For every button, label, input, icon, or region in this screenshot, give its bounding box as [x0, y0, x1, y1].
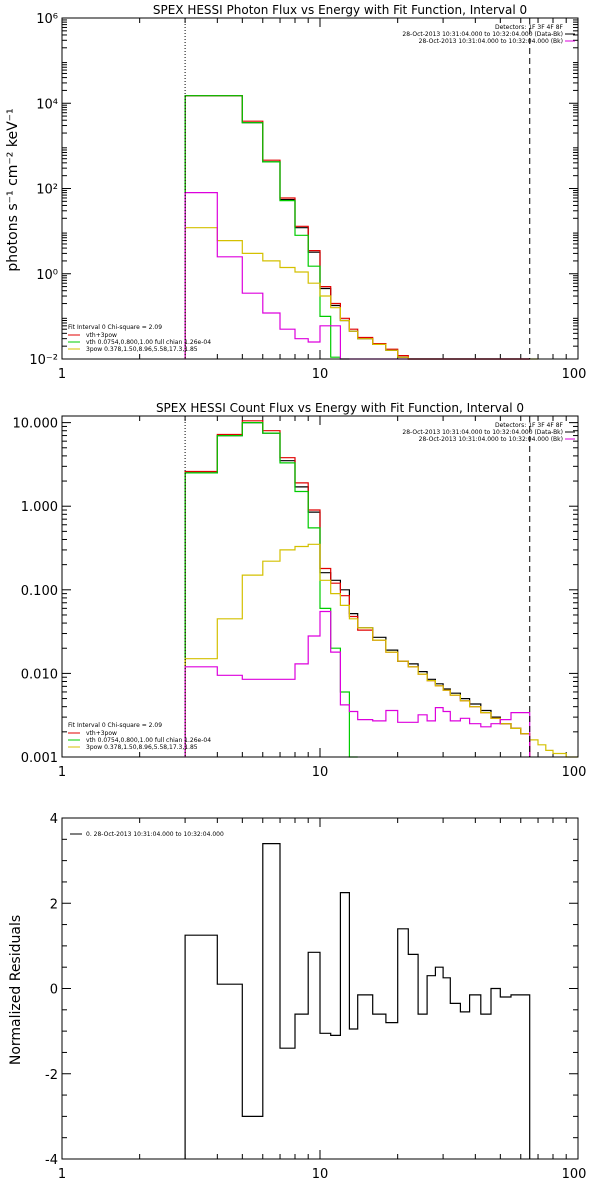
photon-flux-ytick-label: 10²	[36, 183, 58, 198]
photon-flux-xtick-label: 100	[562, 367, 587, 382]
photon-flux-legend-vth3pow: vth+3pow	[86, 332, 117, 339]
residuals-series	[184, 843, 531, 1159]
residuals-ytick-label: -2	[45, 1068, 58, 1083]
residuals-xtick-label: 100	[562, 1167, 587, 1182]
photon-flux-legend-data-bk: 28-Oct-2013 10:31:04.000 to 10:32:04.000…	[402, 31, 563, 38]
photon-flux-xtick-label: 1	[58, 367, 66, 382]
photon-flux-legend-3pow: 3pow 0.378,1.50,8.96,5.58,17.3,1.85	[86, 346, 198, 353]
photon-flux-series-vth	[184, 95, 350, 360]
photon-flux-vlines	[184, 18, 531, 359]
residuals-ytick-label: 0	[50, 983, 58, 998]
photon-flux-ytick-label: 10⁴	[36, 97, 58, 112]
count-flux-ytick-label: 1.000	[21, 500, 58, 515]
photon-flux-legend-bk: 28-Oct-2013 10:31:04.000 to 10:32:04.000…	[419, 38, 563, 45]
photon-flux-axis-ticks: 1 10 100 10⁻² 10⁰ 10² 10⁴ 10⁶	[29, 12, 586, 382]
photon-flux-title: SPEX HESSI Photon Flux vs Energy with Fi…	[153, 3, 527, 17]
photon-flux-legend-vth: vth 0.0754,0.800,1.00 full chian 1.26e-0…	[86, 339, 211, 346]
photon-flux-ylabel: photons s⁻¹ cm⁻² keV⁻¹	[5, 108, 21, 271]
photon-flux-plot-frame	[61, 17, 579, 360]
residuals-xtick-label: 10	[312, 1167, 329, 1182]
count-flux-series-3pow	[184, 543, 578, 758]
count-flux-ytick-label: 10.000	[13, 417, 59, 432]
residuals-ylabel: Normalized Residuals	[8, 915, 24, 1065]
residuals-series-0-28-oct-2013-10-31-04-000-to-10-32-04-000	[184, 843, 531, 1159]
count-flux-series-vth	[184, 422, 358, 758]
count-flux-title: SPEX HESSI Count Flux vs Energy with Fit…	[156, 401, 524, 415]
count-flux-xtick-label: 100	[562, 765, 587, 780]
count-flux-legend-detectors: Detectors: 1F 3F 4F 8F	[495, 422, 564, 429]
photon-flux-panel: SPEX HESSI Photon Flux vs Energy with Fi…	[5, 3, 586, 382]
count-flux-legend-data-bk: 28-Oct-2013 10:31:04.000 to 10:32:04.000…	[402, 429, 563, 436]
count-flux-legend-bottom: Fit Interval 0 Chi-square = 2.09 vth+3po…	[68, 722, 211, 751]
count-flux-series-bk	[184, 610, 531, 757]
photon-flux-series	[184, 95, 538, 360]
count-flux-ytick-label: 0.001	[21, 751, 58, 766]
photon-flux-ytick-label: 10⁰	[36, 268, 58, 283]
count-flux-xtick-label: 1	[58, 765, 66, 780]
residuals-panel: Normalized Residuals 1 10 100 -4 -2 0 2 4 0. 28…	[8, 812, 586, 1182]
photon-flux-series-data-bk	[184, 95, 530, 360]
residuals-ytick-label: 4	[50, 812, 58, 827]
count-flux-legend-fit-interval: Fit Interval 0 Chi-square = 2.09	[68, 722, 162, 729]
residuals-xtick-label: 1	[58, 1167, 66, 1182]
photon-flux-xtick-label: 10	[312, 367, 329, 382]
count-flux-legend-top: Detectors: 1F 3F 4F 8F 28-Oct-2013 10:31…	[402, 422, 575, 443]
count-flux-legend-vth3pow: vth+3pow	[86, 730, 117, 737]
count-flux-xtick-label: 10	[312, 765, 329, 780]
photon-flux-ytick-label: 10⁻²	[29, 353, 58, 368]
residuals-ytick-label: -4	[45, 1153, 58, 1168]
photon-flux-legend-top: Detectors: 1F 3F 4F 8F 28-Oct-2013 10:31…	[402, 24, 575, 45]
photon-flux-ytick-label: 10⁶	[36, 12, 58, 27]
count-flux-legend-vth: vth 0.0754,0.800,1.00 full chian 1.26e-0…	[86, 737, 211, 744]
count-flux-legend-3pow: 3pow 0.378,1.50,8.96,5.58,17.3,1.85	[86, 744, 198, 751]
residuals-ytick-label: 2	[50, 897, 58, 912]
photon-flux-legend-bottom: Fit Interval 0 Chi-square = 2.09 vth+3po…	[68, 324, 211, 353]
residuals-legend-label: 0. 28-Oct-2013 10:31:04.000 to 10:32:04.…	[86, 831, 224, 838]
count-flux-plot-frame	[61, 415, 579, 758]
count-flux-ytick-label: 0.100	[21, 584, 58, 599]
count-flux-vlines	[184, 416, 531, 757]
count-flux-legend-bk: 28-Oct-2013 10:31:04.000 to 10:32:04.000…	[419, 436, 563, 443]
photon-flux-series-vth-3pow	[184, 95, 530, 360]
residuals-plot-frame	[61, 817, 579, 1160]
count-flux-series	[184, 420, 578, 758]
count-flux-ytick-label: 0.010	[21, 667, 58, 682]
count-flux-panel: SPEX HESSI Count Flux vs Energy with Fit…	[13, 401, 587, 780]
photon-flux-legend-fit-interval: Fit Interval 0 Chi-square = 2.09	[68, 324, 162, 331]
photon-flux-series-3pow	[184, 227, 538, 360]
photon-flux-legend-detectors: Detectors: 1F 3F 4F 8F	[495, 24, 564, 31]
